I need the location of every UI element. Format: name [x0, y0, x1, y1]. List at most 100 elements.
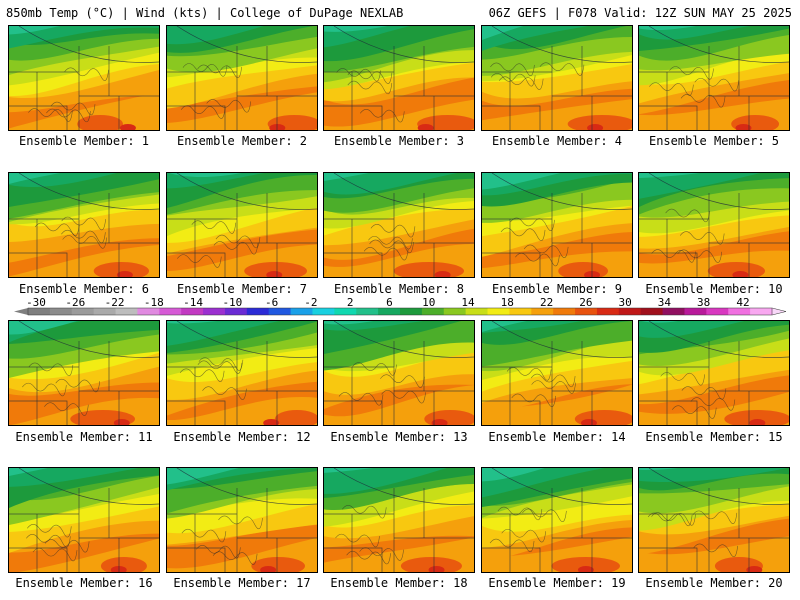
warm-core — [77, 115, 124, 130]
colorbar-swatch — [575, 308, 598, 315]
contour-line — [510, 217, 555, 231]
contour-line — [196, 544, 241, 559]
colorbar-swatch — [531, 308, 554, 315]
colorbar-arrow-left — [14, 308, 28, 315]
state-border — [482, 341, 553, 425]
colorbar-tick-label: 22 — [540, 296, 553, 309]
state-border — [167, 46, 238, 130]
state-border — [167, 400, 226, 425]
warm-core — [428, 566, 445, 572]
contour-line — [359, 547, 404, 561]
temperature-band — [639, 468, 789, 471]
ensemble-member-label: Ensemble Member: 6 — [18, 282, 150, 296]
contour-line — [202, 386, 247, 400]
state-border — [9, 488, 80, 572]
contour-line — [539, 62, 585, 76]
temperature-band — [639, 321, 789, 323]
contour-line — [501, 528, 546, 543]
temperature-band — [167, 26, 317, 45]
contour-line — [26, 534, 71, 548]
ensemble-member-map — [8, 320, 160, 426]
state-border — [324, 46, 395, 130]
colorbar-tick-label: 38 — [697, 296, 710, 309]
state-border — [324, 105, 383, 130]
temperature-colorbar: -30 -26 -22 -18 -14 -10 -6 -2 2 6 10 14 18 22 26 30 34 38… — [14, 296, 787, 316]
warm-core — [746, 566, 763, 572]
contour-line — [649, 82, 694, 96]
temperature-band — [639, 173, 789, 199]
temperature-band — [639, 321, 789, 338]
state-border — [9, 341, 80, 425]
colorbar-tick-label: -26 — [65, 296, 85, 309]
temperature-band — [324, 173, 474, 181]
ensemble-member-map — [8, 25, 160, 131]
contour-line — [28, 108, 73, 122]
warm-core — [732, 271, 749, 277]
contour-line — [32, 547, 78, 562]
contour-line — [212, 551, 258, 565]
ensemble-member-map — [481, 25, 633, 131]
state-border — [648, 173, 789, 210]
colorbar-swatch — [290, 308, 313, 315]
contour-line — [44, 402, 89, 416]
state-border — [648, 321, 789, 358]
colorbar-arrow-right — [771, 307, 787, 316]
colorbar-tick-label: 14 — [461, 296, 475, 309]
contour-line — [531, 380, 576, 394]
ensemble-member-label: Ensemble Member: 11 — [15, 430, 153, 444]
warm-core — [580, 419, 597, 425]
ensemble-member-map — [323, 172, 475, 278]
warm-core — [724, 410, 789, 425]
colorbar-tick-label: 26 — [579, 296, 592, 309]
contour-line — [523, 244, 569, 258]
warm-core — [707, 262, 765, 277]
run-valid-time: 06Z GEFS | F078 Valid: 12Z SUN MAY 25 20… — [488, 6, 792, 20]
ensemble-member-map — [166, 467, 318, 573]
contour-line — [363, 246, 409, 261]
contour-line — [690, 397, 736, 411]
colorbar-swatch — [159, 308, 182, 315]
temperature-band — [9, 468, 159, 487]
contour-line — [381, 390, 426, 404]
warm-core — [244, 262, 308, 277]
contour-line — [27, 523, 72, 538]
temperature-band — [324, 173, 474, 195]
contour-line — [660, 372, 705, 386]
colorbar-swatch — [596, 308, 620, 315]
warm-core — [551, 557, 620, 572]
temperature-band — [639, 173, 789, 178]
ensemble-member-map — [638, 172, 790, 278]
temperature-band — [324, 321, 474, 331]
state-border — [333, 468, 474, 505]
temperature-band — [324, 468, 474, 473]
ensemble-member-map — [481, 467, 633, 573]
warm-core — [417, 124, 434, 130]
colorbar-swatch — [71, 308, 95, 315]
state-border — [167, 193, 238, 277]
temperature-band — [482, 321, 632, 333]
temperature-band — [482, 26, 632, 40]
ensemble-member-map — [481, 320, 633, 426]
temperature-band — [482, 26, 632, 51]
contour-line — [215, 234, 261, 249]
contour-line — [665, 208, 710, 223]
contour-line — [522, 508, 567, 523]
state-border — [18, 173, 159, 210]
colorbar-swatch — [684, 308, 707, 315]
state-border — [18, 321, 159, 358]
contour-line — [369, 239, 414, 254]
contour-line — [62, 235, 107, 249]
temperature-band — [9, 173, 159, 184]
contour-line — [651, 249, 696, 263]
ensemble-member-label: Ensemble Member: 10 — [645, 282, 783, 296]
ensemble-member-map — [323, 467, 475, 573]
colorbar-tick-label: 18 — [501, 296, 514, 309]
warm-core — [260, 566, 277, 572]
state-border — [324, 488, 395, 572]
colorbar-tick-label: 2 — [347, 296, 354, 309]
state-border — [176, 173, 317, 210]
colorbar-swatch — [465, 308, 489, 315]
state-border — [176, 26, 317, 63]
colorbar-swatch — [750, 308, 773, 315]
colorbar-swatch — [378, 308, 401, 315]
